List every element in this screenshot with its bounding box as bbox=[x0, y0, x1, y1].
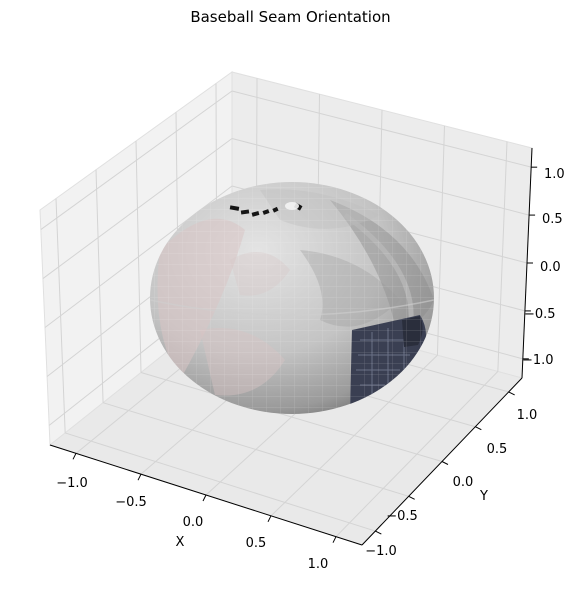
y-tick-mark bbox=[441, 461, 449, 465]
z-tick-label: 1.0 bbox=[544, 167, 565, 182]
y-gridline bbox=[102, 402, 409, 497]
z-tick-label: 0.0 bbox=[540, 260, 561, 275]
x-tick-label: −0.5 bbox=[115, 495, 147, 510]
x-tick-mark bbox=[137, 473, 142, 481]
x-tick-label: 0.5 bbox=[246, 536, 267, 551]
y-tick-mark bbox=[375, 530, 382, 535]
x-tick-label: 1.0 bbox=[308, 557, 329, 572]
x-tick-mark bbox=[72, 453, 77, 460]
y-tick-label: 0.5 bbox=[487, 442, 508, 457]
y-tick-mark bbox=[508, 391, 515, 396]
y-tick-label: 0.0 bbox=[453, 475, 474, 490]
chart-title: Baseball Seam Orientation bbox=[190, 8, 391, 26]
x-tick-mark bbox=[267, 515, 272, 523]
x-tick-labels: −1.0 −0.5 0.0 0.5 1.0 bbox=[56, 476, 328, 572]
x-tick-mark bbox=[202, 494, 207, 502]
y-gridline bbox=[65, 432, 376, 532]
y-axis-label: Y bbox=[479, 489, 488, 504]
x-axis-label: X bbox=[176, 535, 185, 550]
y-tick-label: 1.0 bbox=[517, 408, 538, 423]
x-tick-label: −1.0 bbox=[56, 476, 88, 491]
y-tick-label: −1.0 bbox=[365, 544, 397, 559]
z-gridline bbox=[42, 138, 233, 279]
z-tick-label: −1.0 bbox=[522, 353, 554, 368]
y-tick-mark bbox=[408, 495, 415, 500]
y-tick-label: −0.5 bbox=[386, 509, 418, 524]
x-tick-mark bbox=[332, 536, 337, 543]
surface-shading bbox=[150, 182, 434, 414]
tick-marks bbox=[72, 166, 538, 543]
x-tick-label: 0.0 bbox=[183, 515, 204, 530]
z-gridline bbox=[231, 138, 530, 216]
z-tick-label: 0.5 bbox=[542, 212, 563, 227]
z-tick-labels: −1.0 −0.5 0.0 0.5 1.0 bbox=[522, 167, 565, 368]
z-gridline bbox=[40, 90, 233, 230]
y-tick-labels: −1.0 −0.5 0.0 0.5 1.0 bbox=[365, 408, 537, 559]
z-tick-label: −0.5 bbox=[524, 307, 556, 322]
z-gridline bbox=[231, 90, 532, 168]
y-gridline bbox=[140, 372, 443, 462]
y-tick-mark bbox=[475, 426, 482, 431]
baseball-surface bbox=[150, 182, 434, 414]
